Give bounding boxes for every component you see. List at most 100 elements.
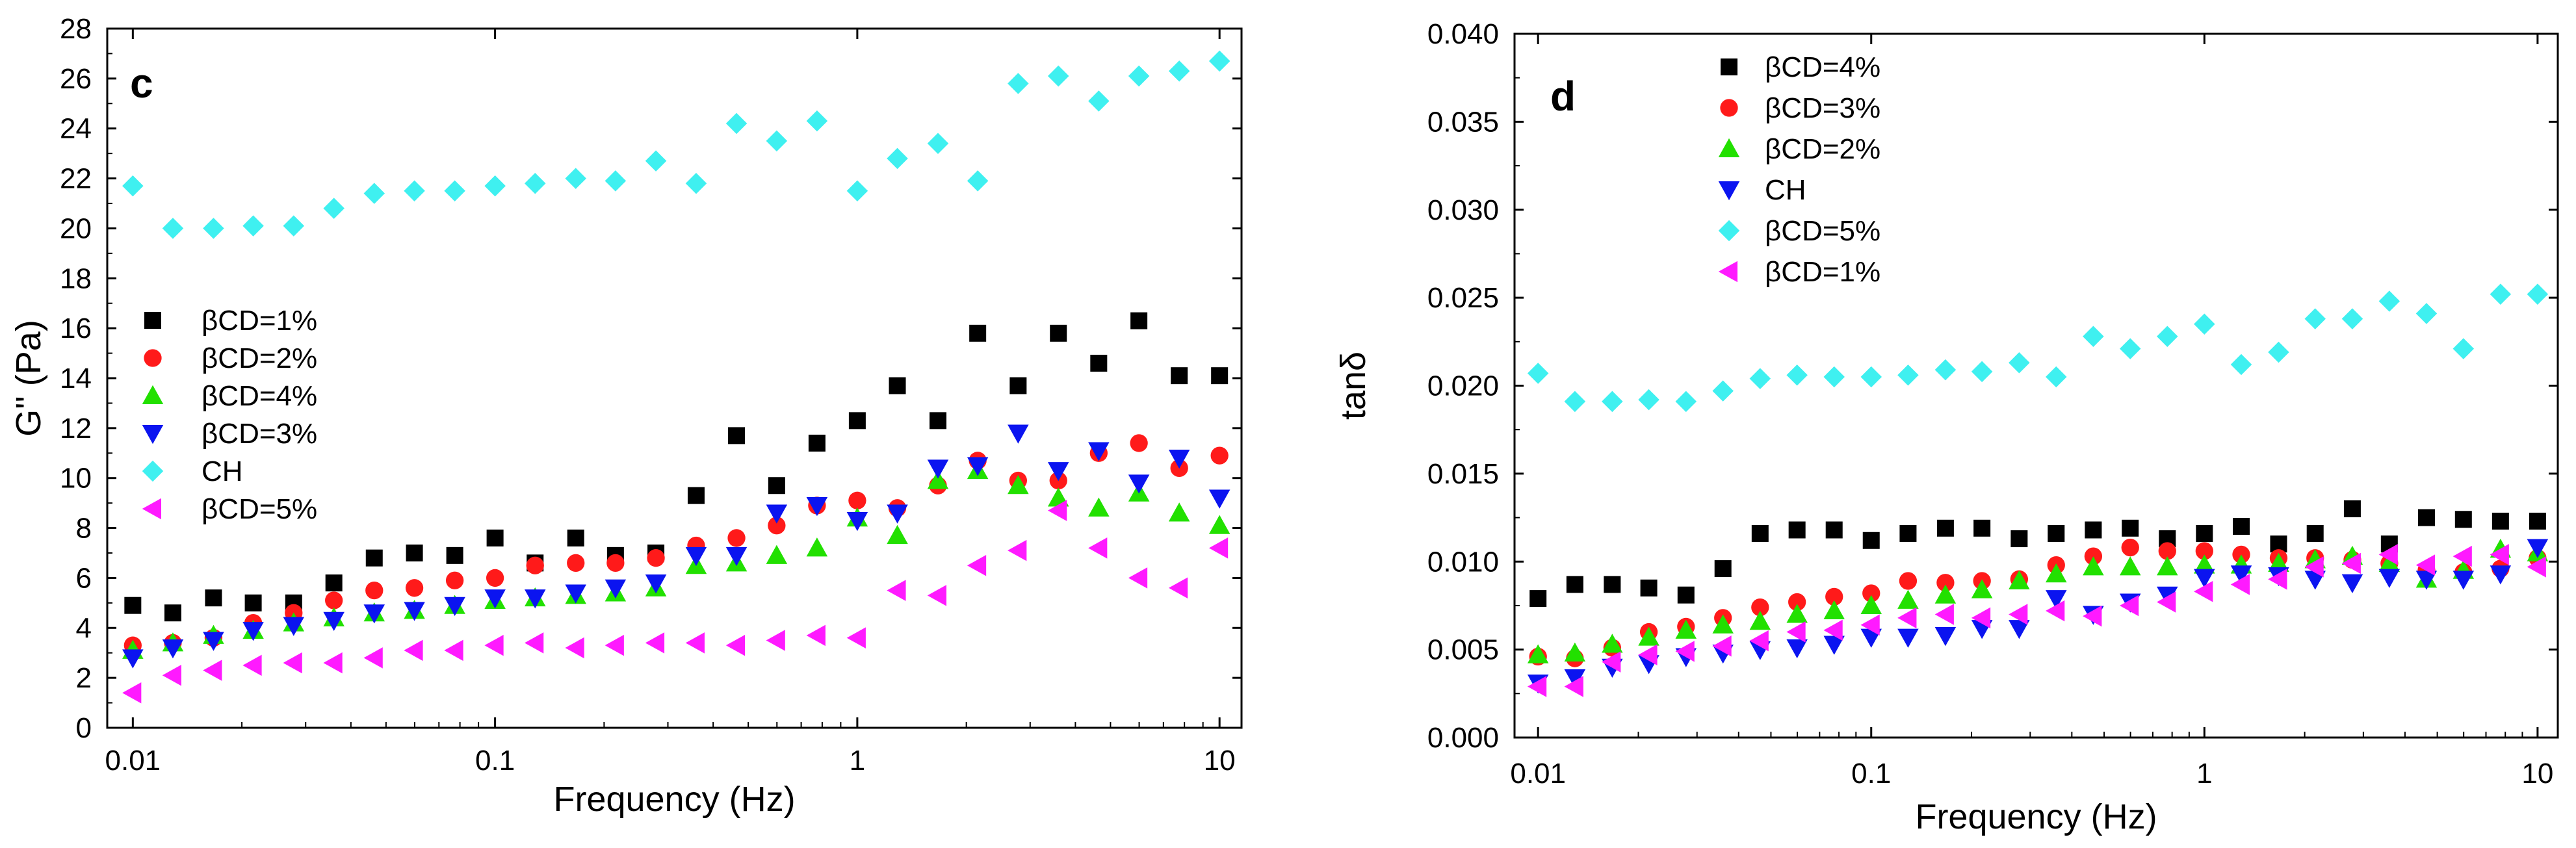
data-point bbox=[404, 602, 425, 621]
data-point bbox=[2268, 552, 2289, 572]
data-point bbox=[484, 634, 504, 656]
data-point bbox=[2194, 569, 2215, 588]
data-point bbox=[404, 639, 423, 662]
y-axis-label: G'' (Pa) bbox=[9, 320, 48, 437]
data-point bbox=[524, 632, 544, 654]
data-point bbox=[404, 180, 425, 202]
data-point bbox=[2158, 542, 2176, 560]
y-tick-label: 18 bbox=[60, 263, 92, 294]
data-point bbox=[725, 634, 746, 656]
plot-frame bbox=[1513, 32, 2559, 739]
data-point bbox=[967, 457, 989, 476]
data-point bbox=[806, 537, 828, 557]
data-point bbox=[2527, 283, 2549, 305]
data-point bbox=[645, 574, 667, 594]
data-point bbox=[1008, 424, 1029, 444]
chart-panel-d: 0.000 0.005 0.010 0.015 0.020 0.025 0.030 0.035… bbox=[1334, 18, 2559, 836]
data-point bbox=[2341, 308, 2363, 329]
data-point bbox=[444, 597, 465, 616]
data-point bbox=[1675, 391, 1697, 413]
data-point bbox=[967, 554, 987, 576]
data-point bbox=[1529, 590, 1547, 608]
data-point bbox=[2194, 313, 2215, 335]
data-point bbox=[727, 529, 746, 547]
data-point bbox=[1130, 434, 1148, 452]
y-tick-label: 10 bbox=[60, 463, 92, 495]
data-point bbox=[2233, 518, 2250, 535]
data-point bbox=[2085, 521, 2102, 539]
data-point bbox=[244, 594, 262, 611]
data-point bbox=[2046, 590, 2067, 610]
data-point bbox=[2194, 554, 2215, 574]
data-point bbox=[2527, 556, 2546, 578]
data-point bbox=[1860, 595, 1882, 614]
data-point bbox=[2378, 290, 2400, 312]
data-point bbox=[2306, 524, 2324, 542]
data-point bbox=[2196, 524, 2213, 542]
legend-marker bbox=[1718, 220, 1740, 242]
data-point bbox=[2194, 581, 2213, 602]
data-point bbox=[2304, 556, 2324, 578]
data-point bbox=[1712, 635, 1732, 657]
data-point bbox=[1047, 65, 1069, 87]
data-point bbox=[2268, 569, 2287, 590]
legend-marker bbox=[142, 425, 164, 444]
data-point bbox=[1088, 90, 1110, 112]
data-point bbox=[1714, 560, 1732, 578]
data-point bbox=[1171, 367, 1188, 385]
data-point bbox=[2268, 341, 2289, 363]
y-tick-label: 28 bbox=[60, 13, 92, 45]
y-tick-label: 0.020 bbox=[1427, 370, 1499, 402]
data-point bbox=[1564, 642, 1586, 662]
series-βCD=1% bbox=[1527, 544, 2546, 697]
data-point bbox=[446, 546, 463, 564]
data-point bbox=[1208, 489, 1230, 509]
data-point bbox=[1973, 519, 1991, 537]
data-point bbox=[2529, 512, 2546, 530]
data-point bbox=[1934, 626, 1957, 647]
series-βCD=4% bbox=[122, 459, 1230, 659]
data-point bbox=[1210, 446, 1229, 465]
data-point bbox=[1825, 587, 1843, 606]
data-point bbox=[486, 569, 504, 587]
data-point bbox=[806, 624, 826, 647]
data-point bbox=[2009, 620, 2030, 639]
data-point bbox=[1936, 519, 1954, 537]
data-point bbox=[1899, 572, 1918, 590]
data-point bbox=[2119, 595, 2139, 617]
data-point bbox=[242, 215, 264, 237]
y-tick-label: 0.010 bbox=[1427, 546, 1499, 578]
data-point bbox=[1130, 312, 1148, 329]
y-tick-label: 8 bbox=[76, 513, 92, 545]
data-point bbox=[484, 175, 506, 197]
data-point bbox=[1604, 576, 1621, 593]
data-point bbox=[2415, 554, 2435, 576]
data-point bbox=[887, 524, 908, 545]
data-point bbox=[242, 654, 262, 676]
data-point bbox=[1168, 577, 1188, 599]
data-point bbox=[846, 180, 868, 202]
data-point bbox=[1008, 73, 1029, 94]
data-point bbox=[1208, 50, 1230, 72]
data-point bbox=[1786, 639, 1808, 659]
data-point bbox=[2083, 605, 2102, 627]
data-point bbox=[2157, 326, 2178, 347]
x-tick-label: 1 bbox=[850, 745, 865, 777]
data-point bbox=[2230, 565, 2252, 585]
data-point bbox=[203, 660, 222, 681]
data-point bbox=[2230, 353, 2252, 376]
data-point bbox=[2378, 544, 2398, 565]
data-point bbox=[1128, 65, 1150, 87]
data-point bbox=[927, 133, 949, 155]
data-point bbox=[2119, 556, 2141, 576]
data-point bbox=[363, 604, 385, 624]
data-point bbox=[1823, 600, 1845, 620]
y-tick-label: 0.030 bbox=[1427, 194, 1499, 226]
data-point bbox=[363, 183, 385, 204]
data-point bbox=[567, 529, 584, 546]
data-point bbox=[1712, 614, 1734, 634]
data-point bbox=[565, 584, 586, 604]
y-tick-label: 0.040 bbox=[1427, 18, 1499, 50]
